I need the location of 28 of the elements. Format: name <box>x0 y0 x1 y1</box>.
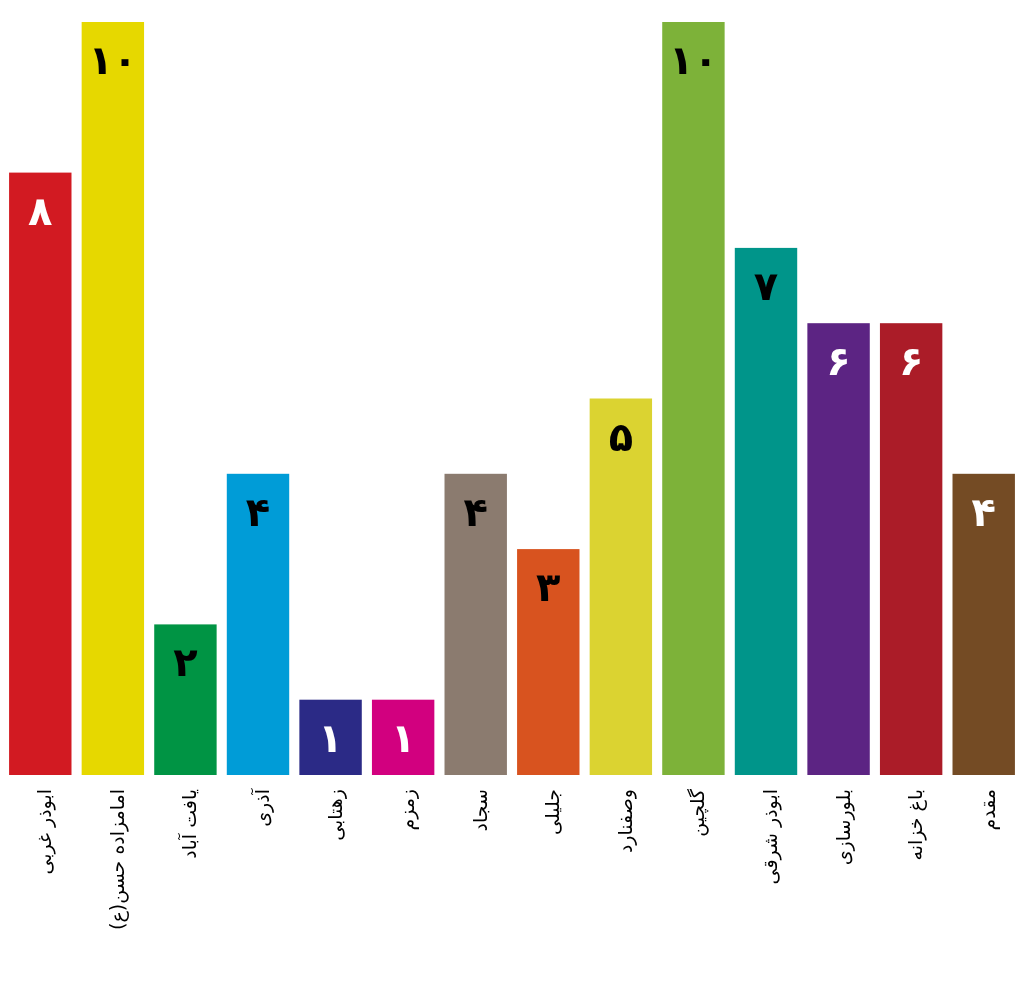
data-label: ۴ <box>463 488 488 535</box>
data-label: ۴ <box>971 488 996 535</box>
data-label: ۱۰ <box>88 37 138 83</box>
data-label: ۶ <box>826 338 851 385</box>
x-tick-label: ابوذر غربی <box>33 789 57 875</box>
data-label: ۸ <box>28 187 53 234</box>
data-label: ۷ <box>753 262 779 309</box>
x-tick-label: آذری <box>250 788 274 827</box>
data-label: ۵ <box>608 413 634 460</box>
x-tick-label: گلچین <box>686 788 710 837</box>
data-label: ۴ <box>245 488 271 535</box>
x-tick-label: وصفنارد <box>613 789 637 854</box>
data-label: ۱ <box>318 714 343 761</box>
x-tick-label: زمزم <box>396 789 420 831</box>
data-label: ۶ <box>898 338 924 385</box>
x-tick-label: ابوذر شرقی <box>759 789 782 885</box>
data-label: ۳ <box>536 564 561 611</box>
data-label: ۱ <box>390 714 416 761</box>
x-tick-label: جلیلی <box>541 789 564 835</box>
data-label: ۲ <box>173 639 198 686</box>
data-label: ۱۰ <box>669 37 718 83</box>
x-tick-label: زهتابی <box>323 789 347 841</box>
x-tick-label: سجاد <box>468 789 491 832</box>
x-tick-label: باغ خزانه <box>904 789 928 861</box>
x-tick-label: امامزاده حسن(ع) <box>105 789 129 930</box>
x-tick-label: یافت آباد <box>177 789 201 859</box>
x-tick-label: بلورسازی <box>831 789 855 866</box>
x-tick-label: مقدم <box>976 789 1000 831</box>
